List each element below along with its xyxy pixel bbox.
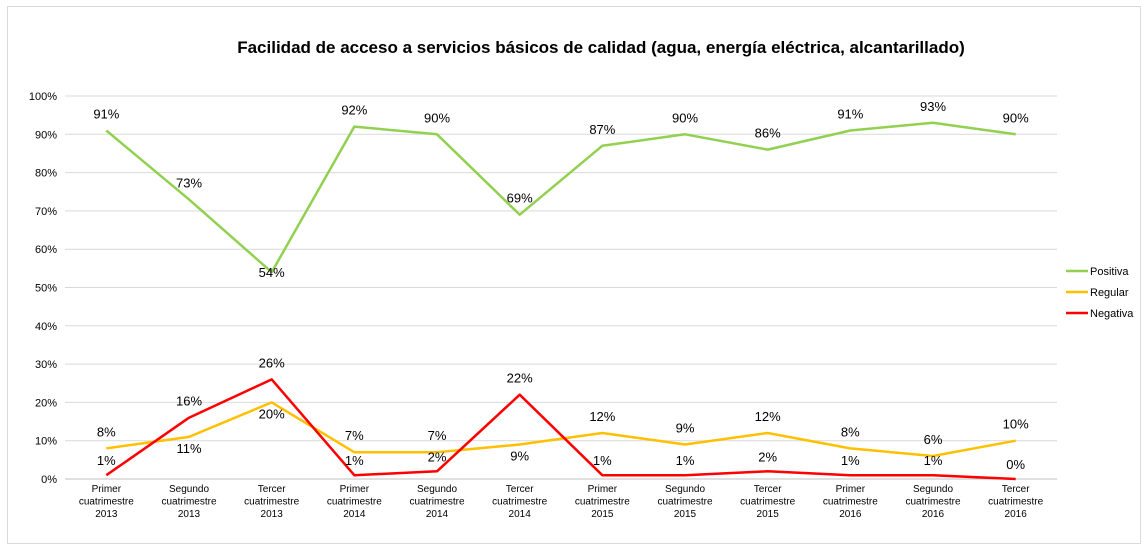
- data-label-positiva: 86%: [755, 126, 781, 141]
- data-label-positiva: 93%: [920, 99, 946, 114]
- data-label-positiva: 73%: [176, 175, 202, 190]
- data-label-regular: 8%: [841, 424, 860, 439]
- x-tick-label: Tercer cuatrimestre 2015: [740, 484, 795, 520]
- x-tick-label: Tercer cuatrimestre 2014: [492, 484, 547, 520]
- data-label-negativa: 1%: [345, 453, 364, 468]
- data-label-negativa: 2%: [758, 449, 777, 464]
- chart-frame: Facilidad de acceso a servicios básicos …: [7, 6, 1141, 544]
- data-label-negativa: 1%: [97, 453, 116, 468]
- legend-label-negativa: Negativa: [1090, 308, 1134, 320]
- x-tick-label: Primer cuatrimestre 2013: [79, 484, 134, 520]
- data-label-negativa: 1%: [841, 453, 860, 468]
- data-label-regular: 9%: [510, 449, 529, 464]
- data-label-positiva: 90%: [424, 110, 450, 125]
- series-line-negativa: [105, 378, 1016, 481]
- data-label-negativa: 16%: [176, 394, 202, 409]
- y-tick-label: 40%: [35, 321, 57, 333]
- data-label-negativa: 1%: [924, 453, 943, 468]
- series-lines: [105, 121, 1016, 481]
- data-label-positiva: 69%: [507, 191, 533, 206]
- data-label-negativa: 26%: [259, 355, 285, 370]
- x-tick-label: Segundo cuatrimestre 2014: [409, 484, 464, 520]
- data-label-negativa: 1%: [676, 453, 695, 468]
- data-label-positiva: 92%: [341, 103, 367, 118]
- y-tick-label: 50%: [35, 283, 57, 295]
- data-label-regular: 20%: [259, 406, 285, 421]
- legend-label-positiva: Positiva: [1090, 266, 1129, 278]
- y-tick-label: 30%: [35, 359, 57, 371]
- data-label-positiva: 91%: [837, 106, 863, 121]
- data-label-positiva: 90%: [672, 110, 698, 125]
- y-axis-ticks: 0% 10% 20% 30% 40% 50% 60% 70% 80% 90% 100%: [29, 91, 57, 486]
- data-label-regular: 12%: [755, 409, 781, 424]
- data-label-regular: 7%: [345, 428, 364, 443]
- x-tick-label: Primer cuatrimestre 2014: [327, 484, 382, 520]
- x-tick-label: Primer cuatrimestre 2016: [823, 484, 878, 520]
- y-tick-label: 70%: [35, 206, 57, 218]
- y-tick-label: 100%: [29, 91, 57, 103]
- data-label-positiva: 87%: [589, 122, 615, 137]
- x-tick-label: Tercer cuatrimestre 2013: [244, 484, 299, 520]
- data-label-negativa: 2%: [428, 449, 447, 464]
- data-label-regular: 11%: [176, 441, 201, 456]
- line-chart: Facilidad de acceso a servicios básicos …: [29, 38, 1134, 520]
- y-tick-label: 20%: [35, 397, 57, 409]
- legend-label-regular: Regular: [1090, 287, 1129, 299]
- x-tick-label: Segundo cuatrimestre 2016: [905, 484, 960, 520]
- data-label-positiva: 54%: [259, 265, 285, 280]
- data-label-negativa: 1%: [593, 453, 612, 468]
- y-tick-label: 80%: [35, 168, 57, 180]
- data-label-regular: 9%: [676, 421, 695, 436]
- series-line-regular: [106, 401, 1016, 458]
- x-axis-ticks: Primer cuatrimestre 2013 Segundo cuatrimestr…: [79, 484, 1044, 520]
- chart-title: Facilidad de acceso a servicios básicos …: [237, 38, 965, 57]
- data-label-positiva: 90%: [1003, 110, 1029, 125]
- data-label-regular: 8%: [97, 424, 116, 439]
- series-line-positiva: [105, 121, 1016, 274]
- x-tick-label: Primer cuatrimestre 2015: [575, 484, 630, 520]
- data-label-negativa: 0%: [1006, 457, 1025, 472]
- y-tick-label: 90%: [35, 129, 57, 141]
- data-label-regular: 12%: [589, 409, 615, 424]
- data-label-regular: 7%: [428, 428, 447, 443]
- data-label-regular: 6%: [924, 432, 943, 447]
- x-tick-label: Segundo cuatrimestre 2015: [657, 484, 712, 520]
- x-tick-label: Segundo cuatrimestre 2013: [161, 484, 216, 520]
- data-labels: 91% 73% 54% 92% 90% 69% 87% 90% 86% 91% 93% 90% 8% 1%…: [93, 99, 1029, 472]
- legend: Positiva Regular Negativa: [1066, 266, 1134, 320]
- data-label-regular: 10%: [1003, 417, 1029, 432]
- y-tick-label: 10%: [35, 436, 57, 448]
- gridlines: [65, 95, 1057, 480]
- data-label-positiva: 91%: [93, 106, 119, 121]
- y-tick-label: 0%: [41, 474, 57, 486]
- y-tick-label: 60%: [35, 244, 57, 256]
- data-label-negativa: 22%: [507, 371, 533, 386]
- x-tick-label: Tercer cuatrimestre 2016: [988, 484, 1043, 520]
